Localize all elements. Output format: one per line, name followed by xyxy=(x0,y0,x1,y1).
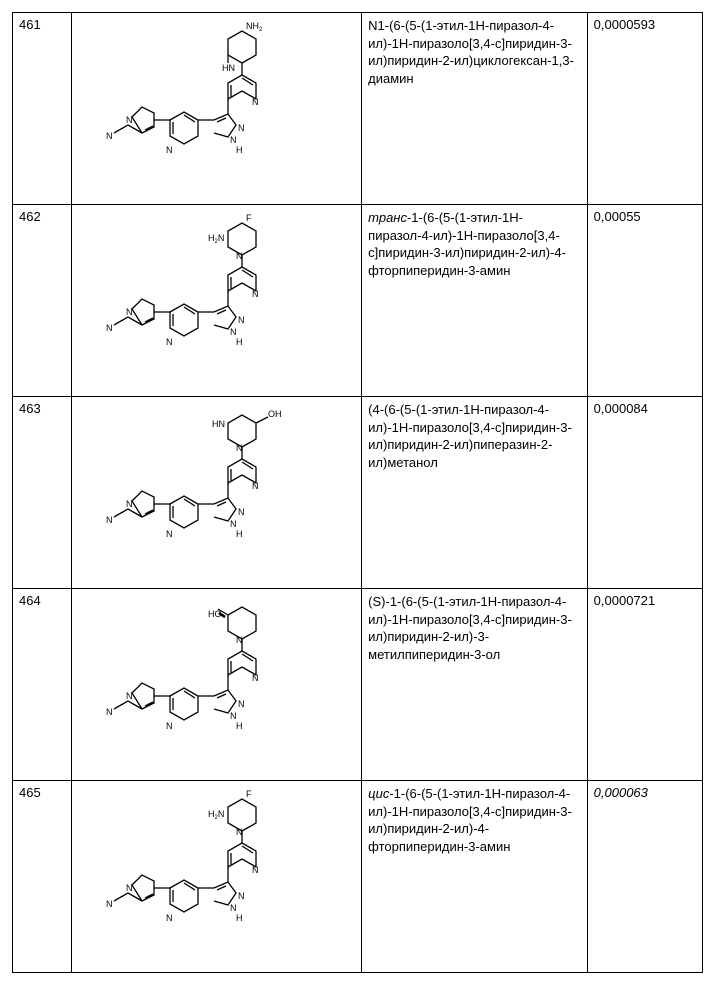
compound-value: 0,0000593 xyxy=(587,13,702,205)
svg-text:H: H xyxy=(236,721,243,731)
compound-name: N1-(6-(5-(1-этил-1H-пиразол-4-ил)-1H-пир… xyxy=(362,13,588,205)
compound-table: 461 N N N N N H N NH2 HN N1-(6-(5-(1-эти… xyxy=(12,12,703,973)
svg-text:N: N xyxy=(230,903,237,913)
compound-id: 464 xyxy=(13,589,72,781)
svg-text:N: N xyxy=(252,481,259,491)
svg-text:H: H xyxy=(236,529,243,539)
table-row: 464 N N N N N H N N HO (S)-1-(6-(5-(1-эт… xyxy=(13,589,703,781)
svg-text:N: N xyxy=(166,913,173,923)
svg-text:N: N xyxy=(230,327,237,337)
svg-text:N: N xyxy=(238,891,245,901)
svg-text:N: N xyxy=(252,289,259,299)
svg-text:N: N xyxy=(166,529,173,539)
svg-text:N: N xyxy=(106,899,113,909)
svg-text:OH: OH xyxy=(268,409,282,419)
svg-text:N: N xyxy=(106,515,113,525)
table-row: 462 N N N N N H N N H2N F транс-1-(6-(5-… xyxy=(13,205,703,397)
table-row: 465 N N N N N H N N H2N F цис-1-(6-(5-(1… xyxy=(13,781,703,973)
compound-value: 0,000084 xyxy=(587,397,702,589)
svg-text:HN: HN xyxy=(212,419,225,429)
svg-text:H2N: H2N xyxy=(208,233,224,245)
compound-value: 0,0000721 xyxy=(587,589,702,781)
svg-text:H2N: H2N xyxy=(208,809,224,821)
svg-text:N: N xyxy=(238,699,245,709)
compound-name: (4-(6-(5-(1-этил-1H-пиразол-4-ил)-1H-пир… xyxy=(362,397,588,589)
svg-text:NH2: NH2 xyxy=(246,21,263,33)
compound-id: 463 xyxy=(13,397,72,589)
svg-text:F: F xyxy=(246,213,252,223)
compound-name: транс-1-(6-(5-(1-этил-1H-пиразол-4-ил)-1… xyxy=(362,205,588,397)
compound-value: 0,000063 xyxy=(587,781,702,973)
svg-text:N: N xyxy=(238,315,245,325)
svg-text:N: N xyxy=(106,707,113,717)
svg-text:N: N xyxy=(230,519,237,529)
svg-text:F: F xyxy=(246,789,252,799)
chem-structure-464: N N N N N H N N HO xyxy=(71,589,362,781)
chem-structure-463: N N N N N H N N HN OH xyxy=(71,397,362,589)
svg-text:H: H xyxy=(236,145,243,155)
svg-text:H: H xyxy=(236,913,243,923)
table-row: 463 N N N N N H N N HN OH (4-(6-(5-(1-эт… xyxy=(13,397,703,589)
compound-id: 462 xyxy=(13,205,72,397)
svg-text:N: N xyxy=(238,123,245,133)
svg-text:N: N xyxy=(166,337,173,347)
svg-text:N: N xyxy=(126,115,133,125)
svg-text:N: N xyxy=(230,711,237,721)
compound-id: 465 xyxy=(13,781,72,973)
table-body: 461 N N N N N H N NH2 HN N1-(6-(5-(1-эти… xyxy=(13,13,703,973)
svg-text:N: N xyxy=(126,691,133,701)
svg-text:N: N xyxy=(252,673,259,683)
svg-text:N: N xyxy=(126,883,133,893)
svg-text:HN: HN xyxy=(222,63,235,73)
svg-text:N: N xyxy=(252,865,259,875)
compound-value: 0,00055 xyxy=(587,205,702,397)
chem-structure-461: N N N N N H N NH2 HN xyxy=(71,13,362,205)
compound-name: (S)-1-(6-(5-(1-этил-1H-пиразол-4-ил)-1H-… xyxy=(362,589,588,781)
svg-text:N: N xyxy=(238,507,245,517)
svg-text:N: N xyxy=(252,97,259,107)
svg-text:N: N xyxy=(106,131,113,141)
svg-text:N: N xyxy=(166,145,173,155)
svg-text:N: N xyxy=(126,307,133,317)
chem-structure-462: N N N N N H N N H2N F xyxy=(71,205,362,397)
svg-text:H: H xyxy=(236,337,243,347)
compound-name: цис-1-(6-(5-(1-этил-1H-пиразол-4-ил)-1H-… xyxy=(362,781,588,973)
svg-text:N: N xyxy=(230,135,237,145)
chem-structure-465: N N N N N H N N H2N F xyxy=(71,781,362,973)
compound-id: 461 xyxy=(13,13,72,205)
svg-text:N: N xyxy=(126,499,133,509)
svg-text:N: N xyxy=(166,721,173,731)
svg-text:N: N xyxy=(106,323,113,333)
table-row: 461 N N N N N H N NH2 HN N1-(6-(5-(1-эти… xyxy=(13,13,703,205)
